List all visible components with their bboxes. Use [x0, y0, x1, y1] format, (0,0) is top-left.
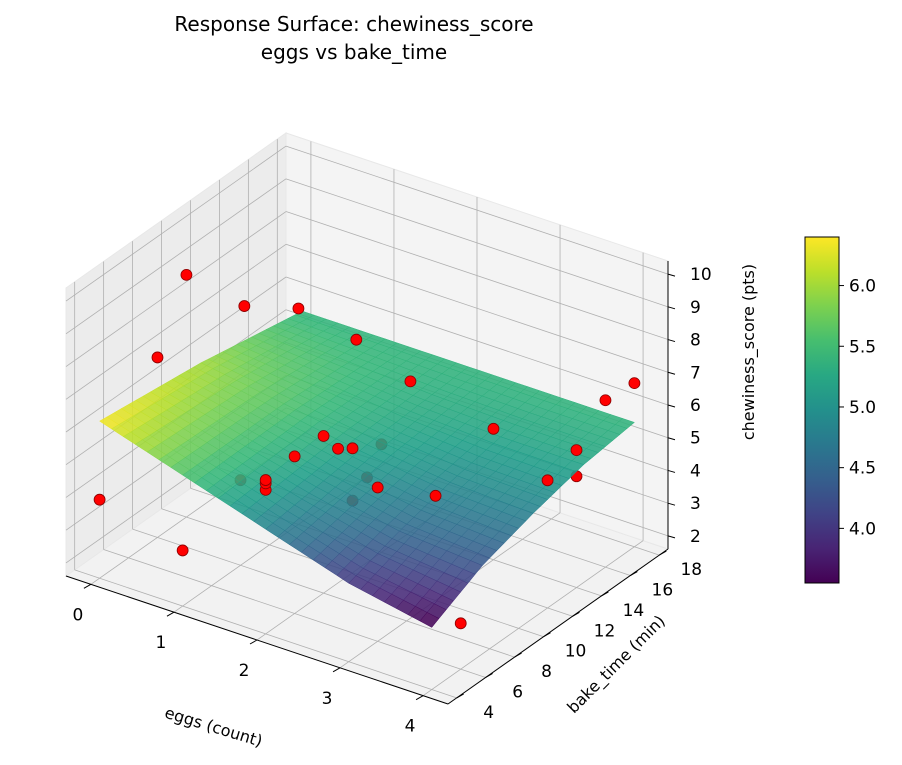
z-tick-label: 5 — [690, 429, 701, 449]
data-point — [570, 444, 583, 457]
y-tick — [630, 571, 638, 576]
z-tick — [667, 535, 676, 539]
z-tick-label: 10 — [690, 265, 712, 285]
data-point — [541, 474, 554, 487]
data-point — [180, 268, 193, 281]
surface-cell — [419, 612, 440, 628]
y-tick-label: 14 — [623, 601, 645, 621]
x-tick — [83, 583, 92, 589]
data-point — [350, 333, 363, 346]
grid-y-floor — [74, 569, 457, 699]
z-tick-label: 8 — [690, 331, 701, 351]
colorbar-tick-label: 4.5 — [849, 459, 876, 479]
z-tick-label: 2 — [690, 527, 701, 547]
colorbar-tick-label: 6.0 — [849, 277, 876, 297]
data-point — [429, 489, 442, 502]
grid-z-left — [65, 243, 287, 400]
grid-z-back — [285, 243, 669, 373]
x-tick-label: 1 — [156, 633, 167, 653]
grid-x-floor — [422, 540, 644, 696]
y-tick-label: 12 — [594, 621, 616, 641]
x-axis-label: eggs (count) — [162, 703, 264, 751]
colorbar: 4.0 4.5 5.0 5.5 6.0 — [804, 236, 876, 584]
data-point — [93, 493, 106, 506]
data-point — [292, 302, 305, 315]
colorbar-gradient — [804, 236, 840, 584]
data-point — [454, 617, 467, 630]
x-tick — [332, 667, 341, 673]
y-axis-label: bake_time (min) — [563, 611, 669, 717]
grid-y-floor — [132, 528, 515, 658]
colorbar-tick-label: 4.0 — [849, 519, 876, 539]
chart-title: Response Surface: chewiness_score — [174, 12, 534, 36]
data-point — [599, 394, 612, 407]
z-tick — [667, 404, 676, 408]
x-tick-label: 2 — [239, 661, 250, 681]
grid-z-back — [285, 211, 669, 340]
data-point — [346, 442, 359, 455]
y-tick-label: 18 — [680, 560, 702, 580]
data-point — [288, 450, 301, 463]
y-tick — [659, 550, 667, 556]
y-tick — [543, 632, 551, 638]
grid-z-left — [65, 145, 287, 302]
z-tick-label: 4 — [690, 461, 701, 481]
z-tick — [667, 437, 676, 441]
y-tick — [514, 652, 522, 658]
z-axis-label: chewiness_score (pts) — [739, 264, 759, 440]
x-tick — [249, 639, 258, 645]
data-point — [487, 422, 500, 435]
colorbar-tick-label: 5.0 — [849, 398, 876, 418]
z-tick — [667, 371, 676, 375]
grid-z-back — [285, 178, 669, 308]
grid-z-back — [285, 276, 669, 406]
x-tick-label: 3 — [322, 689, 333, 709]
grid-y-floor — [103, 549, 486, 678]
grid-z-left — [65, 276, 287, 433]
z-tick-label: 6 — [690, 396, 701, 416]
grid-z-back — [285, 145, 669, 275]
z-tick — [667, 469, 676, 473]
z-tick-label: 3 — [690, 494, 701, 514]
data-point — [176, 544, 189, 557]
z-tick — [667, 306, 676, 310]
z-tick-label: 7 — [690, 363, 701, 383]
chart-subtitle: eggs vs bake_time — [260, 40, 448, 64]
x-tick — [415, 695, 424, 701]
data-point — [332, 442, 344, 455]
z-tick — [667, 339, 676, 343]
grid-z-left — [65, 178, 287, 335]
y-tick-label: 6 — [512, 682, 523, 702]
x-tick — [166, 611, 175, 617]
z-tick-label: 9 — [690, 298, 701, 318]
y-tick-label: 10 — [565, 642, 587, 662]
data-point — [151, 351, 164, 364]
z-tick — [667, 502, 676, 506]
y-tick-label: 4 — [483, 703, 494, 723]
data-point — [238, 300, 251, 312]
data-point — [371, 481, 384, 494]
data-point — [404, 375, 417, 388]
z-tick — [667, 273, 676, 277]
response-surface — [99, 310, 635, 628]
y-tick-label: 8 — [541, 662, 552, 682]
grid-z-left — [65, 211, 287, 367]
y-tick — [601, 591, 609, 597]
data-point — [259, 474, 272, 486]
data-point — [628, 377, 641, 390]
y-tick — [456, 693, 464, 699]
data-point — [317, 430, 330, 442]
y-tick — [572, 611, 580, 617]
y-tick-label: 16 — [652, 581, 674, 601]
points-front — [151, 268, 583, 502]
colorbar-tick-label: 5.5 — [849, 337, 876, 357]
x-tick-label: 0 — [72, 605, 83, 625]
x-tick-label: 4 — [405, 717, 416, 737]
y-tick — [485, 673, 493, 678]
